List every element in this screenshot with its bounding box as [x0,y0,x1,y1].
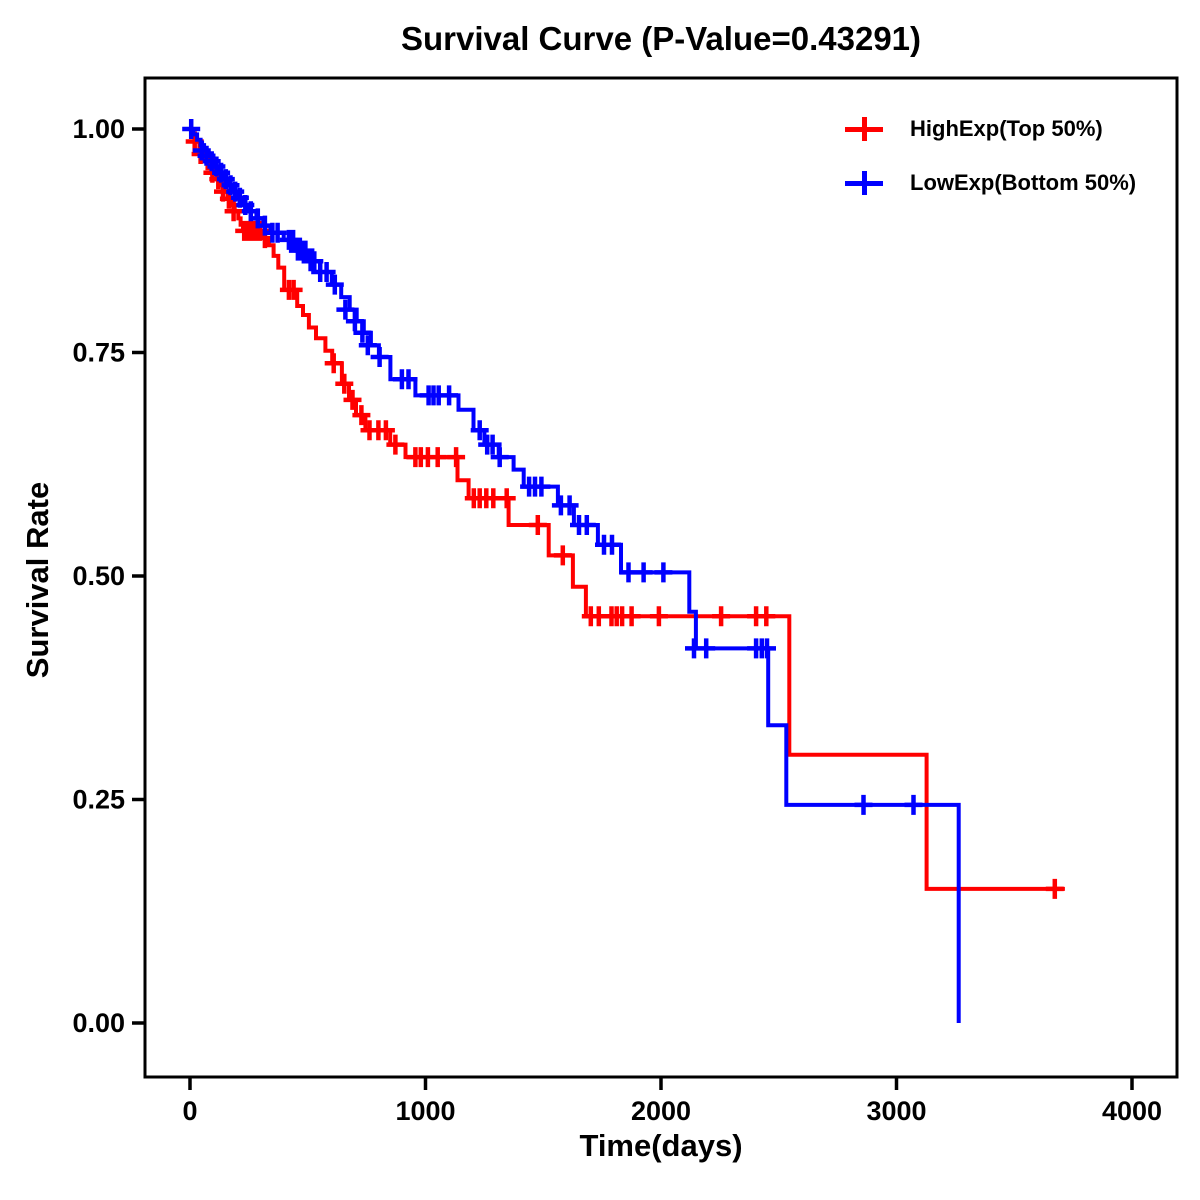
y-tick-label: 0.25 [72,785,125,815]
highexp-censor-marks [185,131,1064,899]
legend-label-highexp: HighExp(Top 50%) [910,116,1103,141]
chart-title: Survival Curve (P-Value=0.43291) [400,20,922,57]
y-tick-label: 0.00 [72,1008,125,1038]
legend-label-lowexp: LowExp(Bottom 50%) [910,170,1137,195]
plus-marker-icon [845,114,883,144]
x-tick-label: 2000 [631,1096,691,1126]
y-tick-label: 0.75 [72,338,125,368]
highexp-curve [190,127,1065,891]
x-tick-label: 0 [182,1096,197,1126]
lowexp-censor-marks [182,119,923,815]
legend: HighExp(Top 50%) LowExp(Bottom 50%) [845,114,1136,198]
legend-item-lowexp: LowExp(Bottom 50%) [845,168,1136,198]
x-axis-title: Time(days) [579,1128,743,1163]
y-tick-label: 0.50 [72,561,125,591]
x-tick-label: 1000 [395,1096,455,1126]
x-tick-label: 3000 [866,1096,926,1126]
x-tick-label: 4000 [1102,1096,1162,1126]
y-tick-label: 1.00 [72,114,125,144]
plus-marker-icon [845,168,883,198]
plot-border [143,76,1179,1079]
legend-item-highexp: HighExp(Top 50%) [845,114,1136,144]
y-axis-title: Survival Rate [20,481,55,679]
